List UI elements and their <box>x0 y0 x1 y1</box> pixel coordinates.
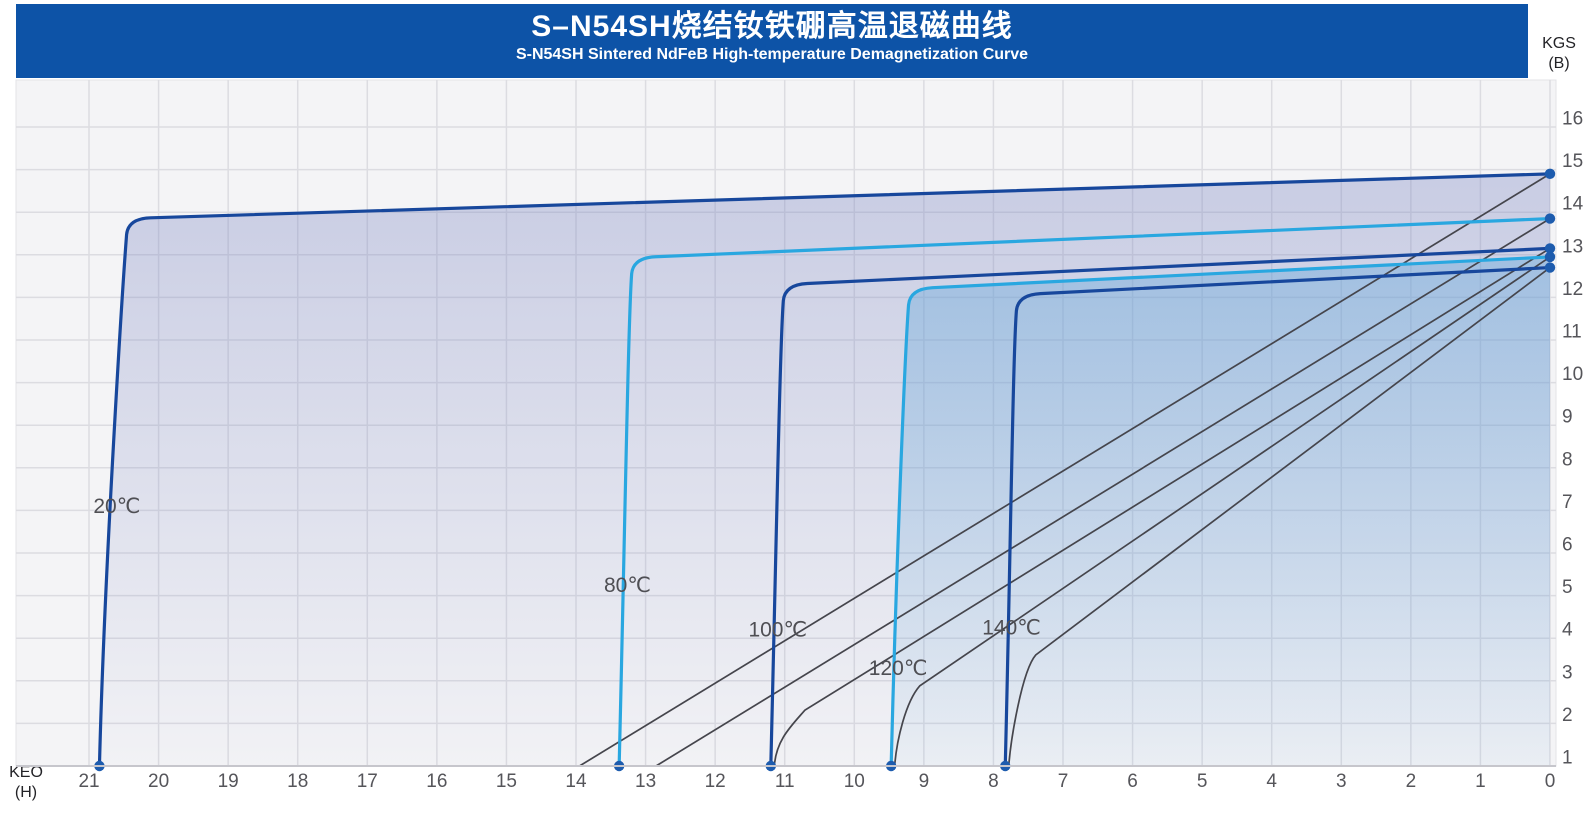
y-tick-label-10: 10 <box>1562 364 1583 385</box>
x-tick-label-19: 19 <box>218 771 239 792</box>
x-tick-label-2: 2 <box>1406 771 1417 792</box>
br-point-20c <box>1544 168 1556 180</box>
x-tick-label-4: 4 <box>1266 771 1277 792</box>
y-tick-label-14: 14 <box>1562 194 1584 215</box>
x-axis-title-symbol: (H) <box>14 784 38 801</box>
y-axis-title: KGS (B) <box>1530 34 1588 74</box>
curve-label-100c: 100℃ <box>748 619 807 642</box>
normal-curve-80℃ <box>655 217 1551 767</box>
x-tick-label-15: 15 <box>496 771 517 792</box>
area-fill-120c <box>891 256 1550 766</box>
y-tick-label-1: 1 <box>1562 748 1573 769</box>
normal-curve-100℃ <box>773 247 1551 767</box>
x-tick-label-17: 17 <box>357 771 378 792</box>
y-axis-title-symbol: (B) <box>1548 55 1570 72</box>
x-tick-label-3: 3 <box>1336 771 1347 792</box>
x-tick-label-1: 1 <box>1475 771 1486 792</box>
curve-label-120c: 120℃ <box>869 657 928 680</box>
intrinsic-curve-20c <box>97 172 1552 768</box>
intrinsic-curve-100c <box>769 246 1552 768</box>
br-point-140c <box>1544 262 1556 273</box>
y-tick-label-5: 5 <box>1562 577 1573 598</box>
intrinsic-curve-140c <box>1003 265 1552 768</box>
x-tick-label-16: 16 <box>426 771 447 792</box>
x-tick-label-6: 6 <box>1127 771 1138 792</box>
y-tick-label-8: 8 <box>1562 449 1573 470</box>
br-point-80c <box>1544 213 1556 224</box>
normal-curve-120℃ <box>893 256 1551 767</box>
chart-title: S–N54SH烧结钕铁硼高温退磁曲线 <box>531 10 1013 43</box>
curve-label-80c: 80℃ <box>604 574 651 597</box>
y-tick-label-12: 12 <box>1562 279 1583 300</box>
x-axis-title: KEO (H) <box>2 763 50 803</box>
y-axis-title-unit: KGS <box>1542 35 1576 52</box>
x-tick-label-21: 21 <box>78 771 99 792</box>
curve-label-20c: 20℃ <box>93 495 140 518</box>
br-point-120c <box>1544 251 1556 263</box>
chart-header: S–N54SH烧结钕铁硼高温退磁曲线 S-N54SH Sintered NdFe… <box>16 4 1528 78</box>
normal-curve-140℃ <box>1007 266 1551 767</box>
normal-curve-20℃ <box>579 173 1551 767</box>
x-tick-label-14: 14 <box>565 771 587 792</box>
curve-label-140c: 140℃ <box>982 617 1041 640</box>
y-tick-label-11: 11 <box>1562 322 1582 343</box>
x-tick-label-20: 20 <box>148 771 169 792</box>
x-tick-label-8: 8 <box>988 771 999 792</box>
intrinsic-curve-80c <box>617 216 1552 768</box>
x-tick-label-12: 12 <box>705 771 726 792</box>
y-tick-label-6: 6 <box>1562 535 1573 556</box>
y-tick-label-7: 7 <box>1562 492 1573 513</box>
y-tick-label-16: 16 <box>1562 109 1583 130</box>
y-tick-label-4: 4 <box>1562 620 1573 641</box>
y-tick-label-9: 9 <box>1562 407 1573 428</box>
x-tick-label-7: 7 <box>1058 771 1069 792</box>
x-tick-label-13: 13 <box>635 771 656 792</box>
x-tick-label-0: 0 <box>1545 771 1556 792</box>
x-tick-label-5: 5 <box>1197 771 1208 792</box>
intrinsic-curve-120c <box>889 255 1552 768</box>
x-tick-label-11: 11 <box>775 771 795 792</box>
br-point-100c <box>1544 243 1556 254</box>
y-tick-label-13: 13 <box>1562 236 1583 257</box>
x-tick-label-18: 18 <box>287 771 308 792</box>
y-tick-label-2: 2 <box>1562 705 1573 726</box>
chart-subtitle: S-N54SH Sintered NdFeB High-temperature … <box>515 46 1029 63</box>
y-tick-label-15: 15 <box>1562 151 1583 172</box>
x-axis-title-unit: KEO <box>9 764 43 781</box>
y-tick-label-3: 3 <box>1562 662 1573 683</box>
x-tick-label-10: 10 <box>844 771 865 792</box>
x-tick-label-9: 9 <box>919 771 930 792</box>
